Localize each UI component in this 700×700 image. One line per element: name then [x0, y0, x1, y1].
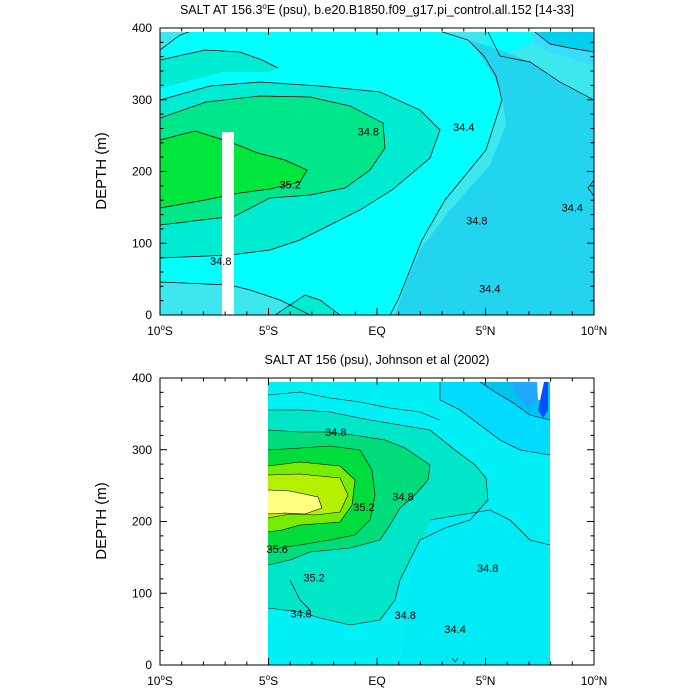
x-tick-label: 5oN	[476, 673, 496, 688]
x-tick-label: 5oS	[259, 673, 278, 688]
top-contour-field	[160, 28, 594, 315]
contour-label: 34.8	[392, 491, 413, 503]
contour-label: 34.4	[479, 283, 500, 295]
contour-label: 35.6	[266, 544, 287, 556]
bottom-y-axis: 0 100 200 300 400	[132, 371, 152, 672]
contour-label: 35.2	[303, 572, 324, 584]
contour-label: 34.4	[562, 202, 583, 214]
y-tick-label: 0	[145, 308, 152, 322]
top-y-axis-label: DEPTH (m)	[93, 132, 110, 210]
y-tick-label: 100	[132, 236, 152, 250]
contour-label: 35.2	[353, 502, 374, 514]
x-tick-label: 5oS	[259, 323, 278, 338]
top-x-axis: 10oS 5oS EQ 5oN 10oN	[147, 323, 607, 338]
x-tick-label: 10oN	[581, 323, 607, 338]
top-contour-labels: 34.8 35.2 34.8 34.4 34.8 34.4 34.4	[210, 122, 583, 295]
top-missing-data-bar	[222, 132, 234, 315]
contour-label: 34.8	[394, 610, 415, 622]
bottom-panel-title: SALT AT 156 (psu), Johnson et al (2002)	[265, 353, 490, 367]
top-y-axis: 0 100 200 300 400	[132, 21, 152, 322]
bottom-panel: SALT AT 156 (psu), Johnson et al (2002)	[93, 353, 607, 688]
contour-label: 34.4	[453, 122, 474, 134]
top-axis-ticks	[159, 27, 595, 316]
x-tick-label: 10oS	[147, 673, 173, 688]
x-tick-label: 10oS	[147, 323, 173, 338]
top-panel-title: SALT AT 156.3oE (psu), b.e20.B1850.f09_g…	[180, 2, 574, 17]
x-tick-label: 5oN	[476, 323, 496, 338]
bottom-contour-labels: 34.8 35.2 35.6 35.2 34.8 34.8 34.4 34.8 34.8	[266, 427, 498, 636]
y-tick-label: 200	[132, 515, 152, 529]
y-tick-label: 100	[132, 586, 152, 600]
contour-label: 34.8	[358, 126, 379, 138]
contour-label: 34.8	[210, 256, 231, 268]
y-tick-label: 200	[132, 165, 152, 179]
bottom-axis-ticks	[159, 377, 595, 666]
contour-label: 34.4	[444, 624, 465, 636]
bottom-x-axis: 10oS 5oS EQ 5oN 10oN	[147, 673, 607, 688]
y-tick-label: 300	[132, 443, 152, 457]
x-tick-label: EQ	[368, 324, 385, 338]
top-panel: SALT AT 156.3oE (psu), b.e20.B1850.f09_g…	[93, 2, 607, 338]
y-tick-label: 0	[145, 658, 152, 672]
bottom-y-axis-label: DEPTH (m)	[93, 482, 110, 560]
contour-label: 34.8	[466, 215, 487, 227]
x-tick-label: 10oN	[581, 673, 607, 688]
y-tick-label: 400	[132, 371, 152, 385]
y-tick-label: 400	[132, 21, 152, 35]
contour-label: 34.8	[290, 608, 311, 620]
y-tick-label: 300	[132, 93, 152, 107]
contour-label: 34.8	[477, 563, 498, 575]
contour-label: 35.2	[279, 179, 300, 191]
contour-label: 34.8	[325, 427, 346, 439]
x-tick-label: EQ	[368, 674, 385, 688]
bottom-contour-field	[267, 381, 551, 665]
